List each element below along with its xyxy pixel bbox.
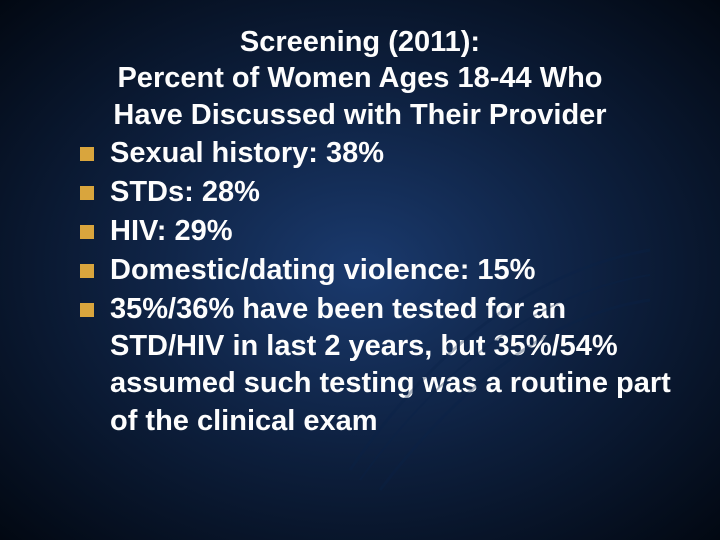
bullet-text: Domestic/dating violence: 15% <box>110 252 535 289</box>
square-bullet-icon <box>80 264 94 278</box>
list-item: Domestic/dating violence: 15% <box>80 252 672 289</box>
bullet-text: 35%/36% have been tested for an STD/HIV … <box>110 291 672 439</box>
list-item: Sexual history: 38% <box>80 135 672 172</box>
bullet-text: Sexual history: 38% <box>110 135 384 172</box>
square-bullet-icon <box>80 147 94 161</box>
list-item: 35%/36% have been tested for an STD/HIV … <box>80 291 672 439</box>
bullet-list: Sexual history: 38% STDs: 28% HIV: 29% D… <box>48 135 672 440</box>
bullet-text: STDs: 28% <box>110 174 260 211</box>
square-bullet-icon <box>80 303 94 317</box>
slide-title: Screening (2011): Percent of Women Ages … <box>48 24 672 133</box>
title-line-2: Percent of Women Ages 18-44 Who <box>72 60 648 96</box>
list-item: HIV: 29% <box>80 213 672 250</box>
square-bullet-icon <box>80 225 94 239</box>
bullet-text: HIV: 29% <box>110 213 233 250</box>
title-line-1: Screening (2011): <box>72 24 648 60</box>
slide-container: Screening (2011): Percent of Women Ages … <box>0 0 720 540</box>
title-line-3: Have Discussed with Their Provider <box>72 97 648 133</box>
list-item: STDs: 28% <box>80 174 672 211</box>
square-bullet-icon <box>80 186 94 200</box>
